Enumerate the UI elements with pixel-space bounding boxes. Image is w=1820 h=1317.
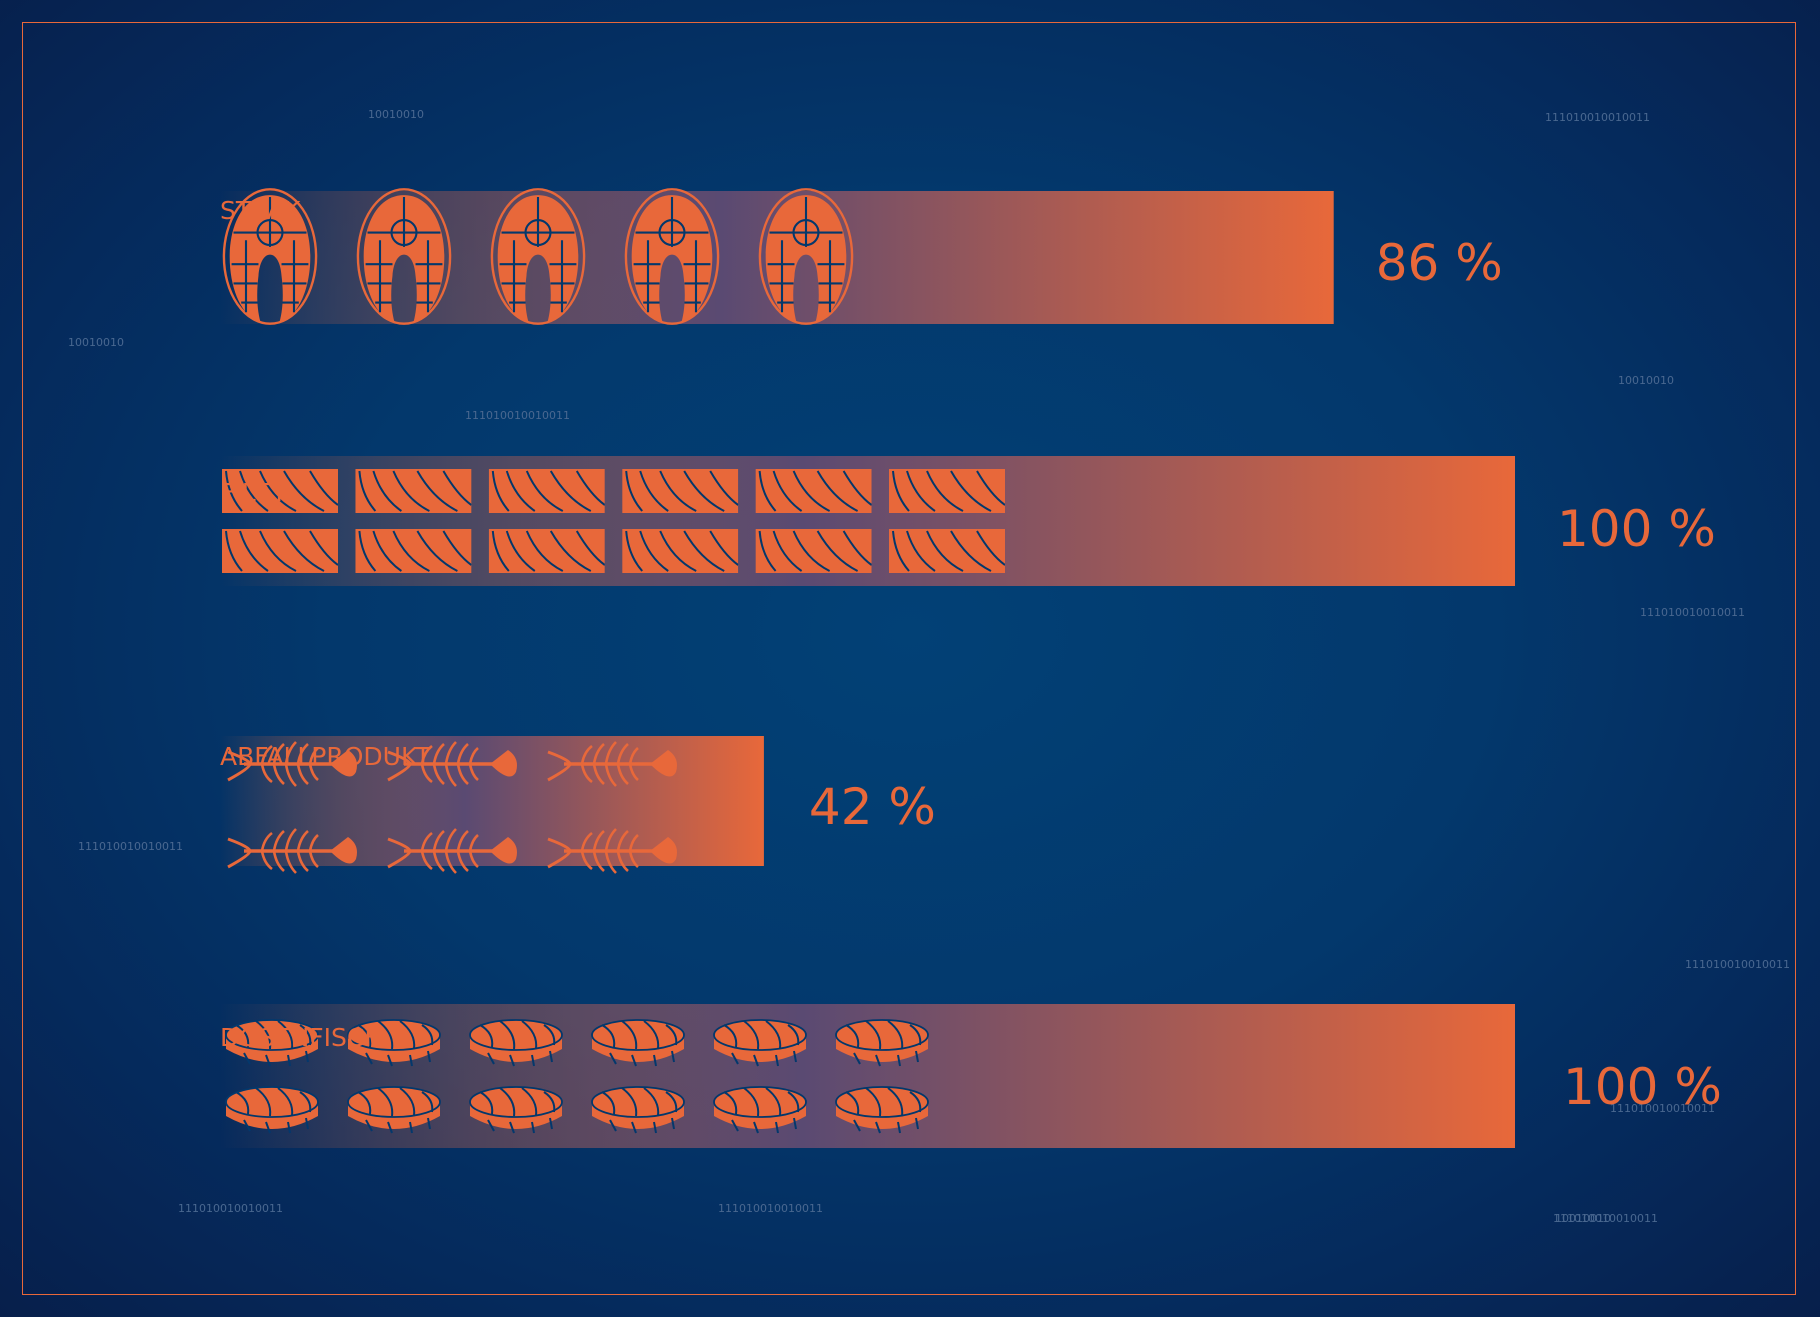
binary-string: 111010010010011 xyxy=(1685,958,1790,971)
salmon-fillet-icon xyxy=(622,529,739,573)
binary-string: 10010010 xyxy=(1555,1212,1611,1225)
salmon-fillet-icon xyxy=(355,469,472,513)
category-label-abfallprodukt: ABFALLPRODUKT xyxy=(220,742,431,771)
binary-string: 111010010010011 xyxy=(1545,111,1650,124)
value-label-steak: 86 % xyxy=(1376,234,1503,292)
pictograms xyxy=(222,188,1005,1134)
labels: STEAK 86 % FILET 100 % ABFALLPRODUKT 42 % DOSE… xyxy=(220,196,1722,1116)
salmon-fillet-icon xyxy=(889,529,1005,573)
binary-string: 10010010 xyxy=(68,336,124,349)
binary-string: 111010010010011 xyxy=(178,1202,283,1215)
value-label-filet: 100 % xyxy=(1557,500,1716,558)
salmon-fillet-icon xyxy=(488,469,605,513)
bars xyxy=(220,191,1515,1148)
binary-string: 111010010010011 xyxy=(1553,1212,1658,1225)
binary-string: 10010010 xyxy=(1618,374,1674,387)
binary-decor: 10010010 11101001001001110010010100100101… xyxy=(68,108,1790,1225)
binary-string: 111010010010011 xyxy=(1610,1102,1715,1115)
salmon-fillet-icon xyxy=(755,469,872,513)
value-label-dosenfisch: 100 % xyxy=(1563,1058,1722,1116)
salmon-fillet-icon xyxy=(488,529,605,573)
value-label-abfallprodukt: 42 % xyxy=(809,778,936,836)
salmon-fillet-icon xyxy=(889,469,1005,513)
category-label-filet: FILET xyxy=(220,478,287,507)
salmon-fillet-icon xyxy=(355,529,472,573)
salmon-fillet-icon xyxy=(222,529,338,573)
category-label-dosenfisch: DOSENFISCH xyxy=(220,1023,383,1052)
binary-string: 111010010010011 xyxy=(718,1202,823,1215)
binary-string: 10010010 xyxy=(368,108,424,121)
salmon-fillet-icon xyxy=(622,469,739,513)
salmon-fillet-icon xyxy=(755,529,872,573)
binary-string: 111010010010011 xyxy=(1640,606,1745,619)
category-label-steak: STEAK xyxy=(220,196,301,225)
binary-string: 111010010010011 xyxy=(465,409,570,422)
binary-string: 111010010010011 xyxy=(78,840,183,853)
